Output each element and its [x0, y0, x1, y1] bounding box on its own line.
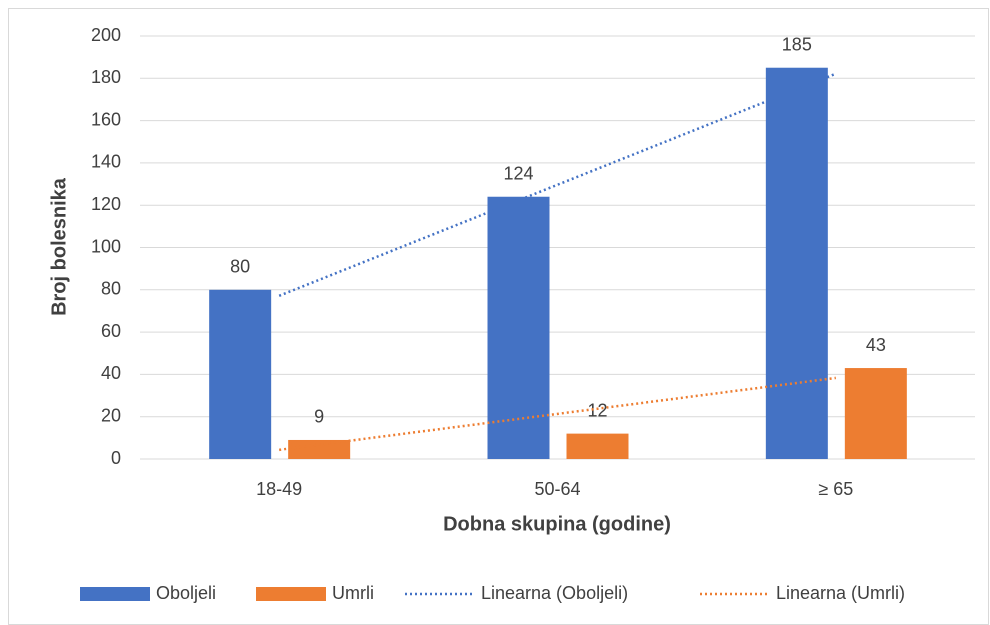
y-tick-label: 160 [91, 109, 121, 129]
x-tick-label: 50-64 [534, 479, 580, 499]
bar [566, 433, 629, 459]
y-tick-label: 60 [101, 321, 121, 341]
data-label: 185 [782, 34, 812, 54]
bar [487, 196, 550, 460]
bar [844, 368, 907, 459]
legend-label: Umrli [332, 583, 374, 603]
data-label: 12 [587, 400, 607, 420]
bar [765, 67, 828, 459]
y-tick-label: 80 [101, 279, 121, 299]
trendline [279, 376, 836, 452]
legend-swatch [256, 587, 326, 601]
data-label: 124 [503, 163, 533, 183]
y-tick-label: 0 [111, 448, 121, 468]
legend-label: Linearna (Oboljeli) [481, 583, 628, 603]
legend-swatch [80, 587, 150, 601]
data-label: 43 [866, 335, 886, 355]
x-tick-label: ≥ 65 [818, 479, 853, 499]
y-tick-label: 140 [91, 152, 121, 172]
x-axis-label: Dobna skupina (godine) [443, 513, 671, 535]
y-axis-label: Broj bolesnika [48, 177, 70, 316]
legend-label: Linearna (Umrli) [776, 583, 905, 603]
data-label: 9 [314, 407, 324, 427]
y-tick-label: 100 [91, 236, 121, 256]
y-tick-label: 40 [101, 363, 121, 383]
x-tick-label: 18-49 [256, 479, 302, 499]
y-tick-label: 200 [91, 25, 121, 45]
y-tick-label: 180 [91, 67, 121, 87]
bar [288, 439, 351, 459]
legend-label: Oboljeli [156, 583, 216, 603]
bar [209, 289, 272, 459]
data-label: 80 [230, 257, 250, 277]
y-tick-label: 20 [101, 405, 121, 425]
y-tick-label: 120 [91, 194, 121, 214]
